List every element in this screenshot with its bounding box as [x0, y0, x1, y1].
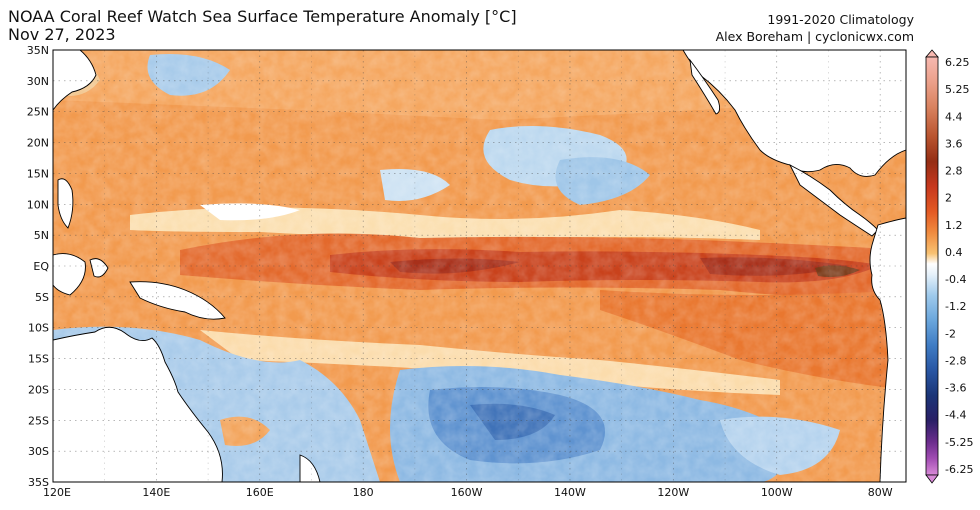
lat-label: 15S — [28, 353, 49, 366]
land-philippines — [57, 178, 74, 229]
lat-label: 30S — [28, 445, 49, 458]
colorbar-tick-label: 6.25 — [945, 56, 970, 69]
colorbar-tick-label: 3.6 — [945, 137, 963, 150]
colorbar-bottom-arrow — [925, 474, 939, 484]
lon-label: 160W — [451, 486, 483, 499]
land-baja — [689, 58, 721, 115]
graticule — [52, 50, 906, 482]
colorbar-tick-label: -4.4 — [945, 409, 966, 422]
lat-label: 20N — [27, 137, 49, 150]
colorbar: 6.25 5.25 4.4 3.6 2.8 2 1.2 0.4 -0.4 -1.2 -2 -2.8 -3… — [925, 49, 973, 484]
credit-block: 1991-2020 Climatology Alex Boreham | cyc… — [716, 11, 914, 45]
colorbar-tick-label: 5.25 — [945, 83, 970, 96]
lat-label: 15N — [27, 167, 49, 180]
lon-label: 140E — [142, 486, 170, 499]
longitude-labels: 120E 140E 160E 180 160W 140W 120W 100W 80W — [43, 486, 893, 499]
colorbar-tick-label: 1.2 — [945, 219, 963, 232]
lat-label: 10S — [28, 322, 49, 335]
lat-label: 35N — [27, 44, 49, 57]
colorbar-top-arrow — [925, 49, 939, 58]
colorbar-tick-label: -0.4 — [945, 273, 966, 286]
colorbar-tick-label: 2.8 — [945, 165, 963, 178]
lat-label: 25N — [27, 106, 49, 119]
climatology-label: 1991-2020 Climatology — [767, 12, 914, 27]
lon-label: 160E — [246, 486, 274, 499]
colorbar-labels: 6.25 5.25 4.4 3.6 2.8 2 1.2 0.4 -0.4 -1.2 -2 -2.8 -3… — [945, 56, 973, 476]
map-title: NOAA Coral Reef Watch Sea Surface Temper… — [8, 7, 517, 26]
colorbar-tick-label: -2.8 — [945, 354, 966, 367]
colorbar-tick-label: -1.2 — [945, 300, 966, 313]
lat-label: EQ — [33, 260, 49, 273]
lat-label: 10N — [27, 198, 49, 211]
colorbar-scale — [925, 56, 939, 476]
title-block: NOAA Coral Reef Watch Sea Surface Temper… — [8, 8, 517, 44]
colorbar-tick-label: -5.25 — [945, 436, 973, 449]
lat-label: 35S — [28, 476, 49, 489]
land-australia — [53, 326, 223, 482]
land-central-america — [788, 163, 879, 237]
lon-label: 120W — [657, 486, 689, 499]
land-japan-edge — [53, 50, 97, 111]
colorbar-tick-label: -2 — [945, 327, 956, 340]
lon-label: 120E — [43, 486, 71, 499]
colorbar-tick-label: -3.6 — [945, 382, 966, 395]
lon-label: 180 — [353, 486, 374, 499]
colorbar-tick-label: 0.4 — [945, 246, 963, 259]
lon-label: 140W — [554, 486, 586, 499]
land-borneo — [53, 253, 86, 296]
map-date: Nov 27, 2023 — [8, 25, 116, 44]
land-new-guinea — [129, 281, 226, 320]
lat-label: 20S — [28, 383, 49, 396]
lat-label: 30N — [27, 75, 49, 88]
land-new-zealand — [299, 454, 321, 482]
lat-label: 25S — [28, 414, 49, 427]
map-frame — [52, 49, 907, 483]
colorbar-tick-label: 2 — [945, 192, 952, 205]
lon-label: 80W — [868, 486, 893, 499]
author-credit: Alex Boreham | cyclonicwx.com — [715, 29, 914, 44]
lat-label: 5N — [34, 229, 49, 242]
latitude-labels: 35N 30N 25N 20N 15N 10N 5N EQ 5S 10S 15S 20S 25S 30S 3… — [27, 44, 50, 489]
land-sulawesi — [89, 258, 109, 278]
land-masses — [53, 50, 906, 482]
lat-label: 5S — [35, 291, 49, 304]
colorbar-tick-label: -6.25 — [945, 463, 973, 476]
lon-label: 100W — [761, 486, 793, 499]
colorbar-tick-label: 4.4 — [945, 110, 963, 123]
